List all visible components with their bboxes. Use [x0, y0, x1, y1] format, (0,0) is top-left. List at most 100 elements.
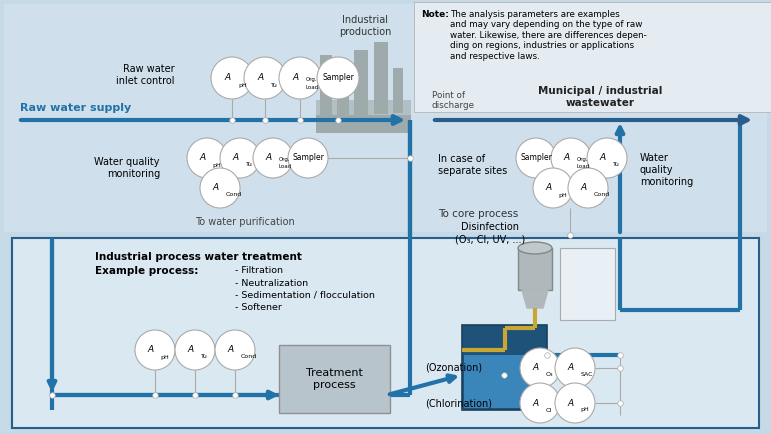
Ellipse shape — [518, 242, 552, 254]
Text: To core process: To core process — [438, 209, 518, 219]
Text: In case of
separate sites: In case of separate sites — [438, 154, 507, 176]
Text: O₃: O₃ — [546, 372, 553, 378]
Text: Sampler: Sampler — [520, 154, 552, 162]
Text: A: A — [266, 154, 272, 162]
Text: SAC: SAC — [581, 372, 593, 378]
Text: Cond: Cond — [594, 193, 610, 197]
Text: Industrial
production: Industrial production — [338, 15, 391, 36]
Circle shape — [520, 383, 560, 423]
Text: (Ozonation): (Ozonation) — [425, 363, 482, 373]
Text: A: A — [148, 345, 154, 355]
Text: Tu: Tu — [613, 162, 619, 168]
Text: Industrial process water treatment: Industrial process water treatment — [95, 252, 302, 262]
Bar — [462, 325, 547, 410]
Text: Water quality
monitoring: Water quality monitoring — [95, 157, 160, 179]
Text: Tu: Tu — [271, 83, 278, 88]
Circle shape — [555, 348, 595, 388]
Text: A: A — [564, 154, 570, 162]
FancyBboxPatch shape — [279, 345, 390, 413]
Text: Org.: Org. — [306, 76, 318, 82]
Circle shape — [200, 168, 240, 208]
Text: Treatment
process: Treatment process — [305, 368, 362, 390]
Text: Water
quality
monitoring: Water quality monitoring — [640, 153, 693, 187]
Text: A: A — [188, 345, 194, 355]
Bar — [337, 65, 349, 115]
Text: A: A — [233, 154, 239, 162]
Text: Raw water supply: Raw water supply — [20, 103, 131, 113]
Text: Point of
discharge: Point of discharge — [432, 91, 475, 110]
Text: A: A — [568, 398, 574, 408]
Polygon shape — [522, 290, 548, 308]
Text: pH: pH — [213, 162, 221, 168]
Text: A: A — [533, 364, 539, 372]
Text: A: A — [568, 364, 574, 372]
Text: Load: Load — [278, 164, 292, 170]
Text: Example process:: Example process: — [95, 266, 198, 276]
Circle shape — [555, 383, 595, 423]
FancyBboxPatch shape — [12, 238, 759, 428]
Circle shape — [253, 138, 293, 178]
Text: Tu: Tu — [246, 162, 252, 168]
Circle shape — [516, 138, 556, 178]
Text: Note:: Note: — [421, 10, 449, 19]
FancyBboxPatch shape — [4, 4, 767, 232]
Text: Tu: Tu — [200, 355, 207, 359]
Text: (Chlorination): (Chlorination) — [425, 398, 492, 408]
Circle shape — [551, 138, 591, 178]
Text: Org.: Org. — [577, 157, 588, 161]
Text: Load: Load — [306, 85, 319, 90]
Bar — [316, 100, 411, 115]
Text: Org.: Org. — [278, 157, 290, 161]
Circle shape — [288, 138, 328, 178]
Text: Cl: Cl — [546, 408, 552, 412]
Text: To water purification: To water purification — [195, 217, 295, 227]
Text: A: A — [546, 184, 552, 193]
Bar — [354, 50, 368, 115]
Text: - Softener: - Softener — [235, 303, 282, 312]
Text: A: A — [228, 345, 234, 355]
Text: pH: pH — [559, 193, 567, 197]
Text: Load: Load — [577, 164, 590, 170]
Text: Sampler: Sampler — [322, 73, 354, 82]
Bar — [316, 115, 411, 133]
Text: pH: pH — [581, 408, 589, 412]
Text: Disinfection
(O₃, Cl, UV, ...): Disinfection (O₃, Cl, UV, ...) — [455, 222, 525, 244]
Text: A: A — [600, 154, 606, 162]
Bar — [320, 55, 332, 115]
Text: Sampler: Sampler — [292, 154, 324, 162]
Circle shape — [220, 138, 260, 178]
FancyBboxPatch shape — [560, 248, 615, 320]
Text: A: A — [533, 398, 539, 408]
Text: A: A — [293, 73, 299, 82]
Circle shape — [533, 168, 573, 208]
Text: Raw water
inlet control: Raw water inlet control — [116, 64, 175, 86]
Text: A: A — [213, 184, 219, 193]
Circle shape — [317, 57, 359, 99]
Text: A: A — [224, 73, 231, 82]
Text: pH: pH — [160, 355, 170, 359]
Text: pH: pH — [238, 83, 247, 88]
Circle shape — [187, 138, 227, 178]
Text: Cond: Cond — [241, 355, 257, 359]
Circle shape — [520, 348, 560, 388]
Bar — [518, 248, 552, 290]
Text: A: A — [581, 184, 587, 193]
Circle shape — [279, 57, 321, 99]
Circle shape — [568, 168, 608, 208]
Text: - Sedimentation / flocculation: - Sedimentation / flocculation — [235, 291, 375, 300]
Text: - Filtration: - Filtration — [235, 266, 283, 275]
Text: A: A — [200, 154, 206, 162]
Circle shape — [135, 330, 175, 370]
Text: A: A — [258, 73, 264, 82]
Circle shape — [175, 330, 215, 370]
Text: The analysis parameters are examples
and may vary depending on the type of raw
w: The analysis parameters are examples and… — [450, 10, 647, 61]
Bar — [374, 42, 388, 114]
Circle shape — [215, 330, 255, 370]
Text: Cond: Cond — [226, 193, 242, 197]
Circle shape — [587, 138, 627, 178]
FancyBboxPatch shape — [414, 2, 771, 112]
Circle shape — [244, 57, 286, 99]
Bar — [393, 68, 403, 113]
Circle shape — [211, 57, 253, 99]
Bar — [464, 355, 545, 408]
